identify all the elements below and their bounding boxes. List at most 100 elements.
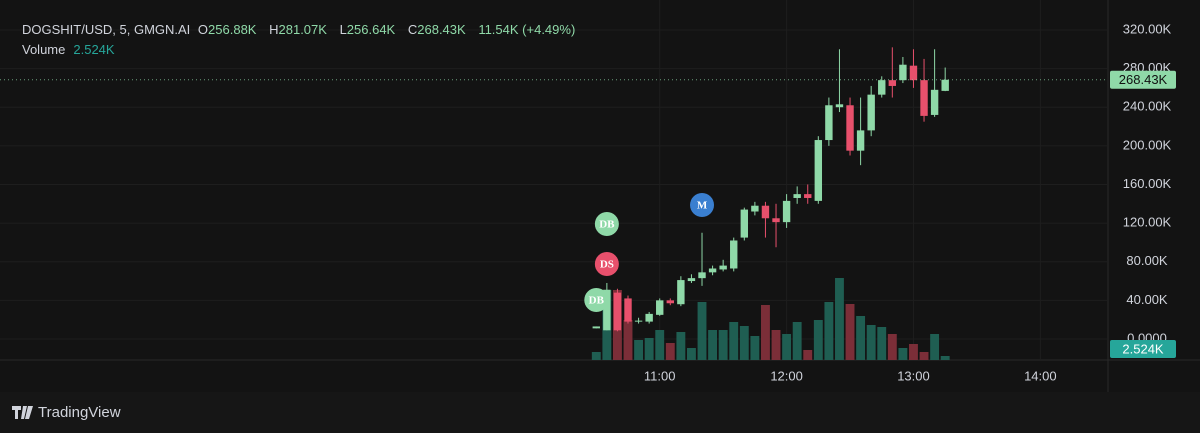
candle-body [708, 268, 717, 273]
candle-body [878, 80, 886, 95]
y-tick-label: 240.00K [1123, 99, 1172, 114]
event-marker-label: DS [600, 259, 614, 271]
volume-bar [909, 344, 918, 360]
candle-body [613, 292, 622, 331]
candle-body [835, 104, 844, 108]
volume-bar [761, 305, 770, 360]
volume-bar [644, 338, 654, 360]
event-marker [690, 193, 715, 217]
candle-body [888, 80, 897, 86]
candle-body [804, 194, 812, 198]
candle-body [899, 64, 907, 81]
volume-label: 2.524K [1122, 341, 1164, 356]
candle-body [634, 320, 643, 322]
volume-label-box [1110, 340, 1176, 358]
candle-body [645, 313, 653, 322]
candle-body [772, 218, 780, 223]
x-tick-label: 12:00 [770, 368, 803, 383]
volume-bar [866, 325, 876, 360]
candle-body [761, 205, 770, 219]
volume-bar [887, 334, 897, 360]
y-tick-label: 40.00K [1126, 292, 1168, 307]
volume-bar [750, 336, 760, 360]
volume-bar [729, 322, 739, 360]
volume-bar [739, 326, 749, 360]
candle-body [930, 89, 939, 115]
volume-bar [824, 302, 834, 360]
y-tick-label: 160.00K [1123, 176, 1172, 191]
footer-background [0, 392, 1200, 433]
ohlc-value: 256.88K [208, 22, 257, 37]
volume-bar [676, 332, 686, 360]
candle-body [814, 140, 823, 201]
volume-bar [771, 330, 781, 360]
candle-body [856, 130, 865, 151]
change: 11.54K (+4.49%) [478, 22, 576, 37]
volume-bar [856, 316, 866, 360]
candle-body [867, 94, 875, 131]
volume-bar [940, 355, 950, 360]
event-marker [594, 252, 619, 276]
volume-bar [835, 278, 844, 360]
plot: 0.000040.00K80.00K120.00K160.00K200.00K2… [0, 0, 1176, 383]
ohlc-value: 281.07K [278, 22, 327, 37]
volume-title: Volume [22, 42, 66, 57]
volume-bar [634, 340, 644, 360]
x-tick-label: 11:00 [644, 368, 676, 383]
header-row: DOGSHIT/USD, 5, GMGN.AI O256.88K H281.07… [22, 20, 584, 40]
candle-body [782, 200, 791, 223]
volume-bar [919, 352, 929, 360]
volume-bar [665, 343, 675, 360]
volume-row: Volume 2.524K [22, 40, 584, 60]
volume-bar [845, 304, 855, 360]
y-tick-label: 120.00K [1123, 215, 1172, 230]
volume-bar [930, 334, 940, 360]
event-marker-label: M [697, 200, 708, 212]
candle-body [656, 300, 664, 315]
candle-body [719, 265, 727, 270]
y-tick-label: 320.00K [1123, 21, 1172, 36]
volume-bar [697, 302, 707, 360]
ohlc-key: O [197, 22, 209, 37]
volume-bar [792, 322, 802, 360]
candle-body [846, 105, 854, 151]
candle-body [624, 298, 632, 322]
y-tick-label: 80.00K [1126, 253, 1168, 268]
volume-bar [708, 330, 718, 360]
volume-bar [782, 334, 792, 360]
event-marker-label: DB [599, 219, 615, 231]
candle-body [825, 105, 833, 141]
chart-background [0, 0, 1200, 392]
volume-bar [813, 320, 823, 360]
brand-logo [12, 406, 33, 419]
candle-body [698, 272, 706, 279]
legend: DOGSHIT/USD, 5, GMGN.AI O256.88K H281.07… [22, 20, 584, 60]
volume-bar [687, 348, 696, 360]
candle-body [941, 79, 949, 91]
volume-bar [623, 320, 633, 360]
volume-bar [655, 330, 665, 360]
x-tick-label: 13:00 [897, 368, 930, 383]
volume-value: 2.524K [73, 42, 115, 57]
brand: TradingView [38, 404, 121, 421]
ohlc-key: H [269, 22, 279, 37]
candle-body [751, 205, 759, 212]
candle-body [687, 278, 696, 282]
candle-body [740, 209, 749, 238]
volume-bar [718, 330, 728, 360]
event-marker-label: DB [589, 295, 605, 307]
candle-body [920, 80, 928, 116]
event-marker [584, 288, 609, 312]
candle-body [592, 326, 600, 329]
candle-body [666, 300, 674, 304]
candle-body [909, 65, 918, 81]
volume-bar [591, 352, 601, 360]
candle-body [603, 289, 611, 331]
volume-bar [898, 348, 908, 360]
ohlc-value: 256.64K [346, 22, 396, 37]
ohlc-key: L [339, 22, 347, 37]
candle-body [677, 280, 685, 305]
symbol-title: DOGSHIT/USD, 5, GMGN.AI [22, 22, 191, 37]
